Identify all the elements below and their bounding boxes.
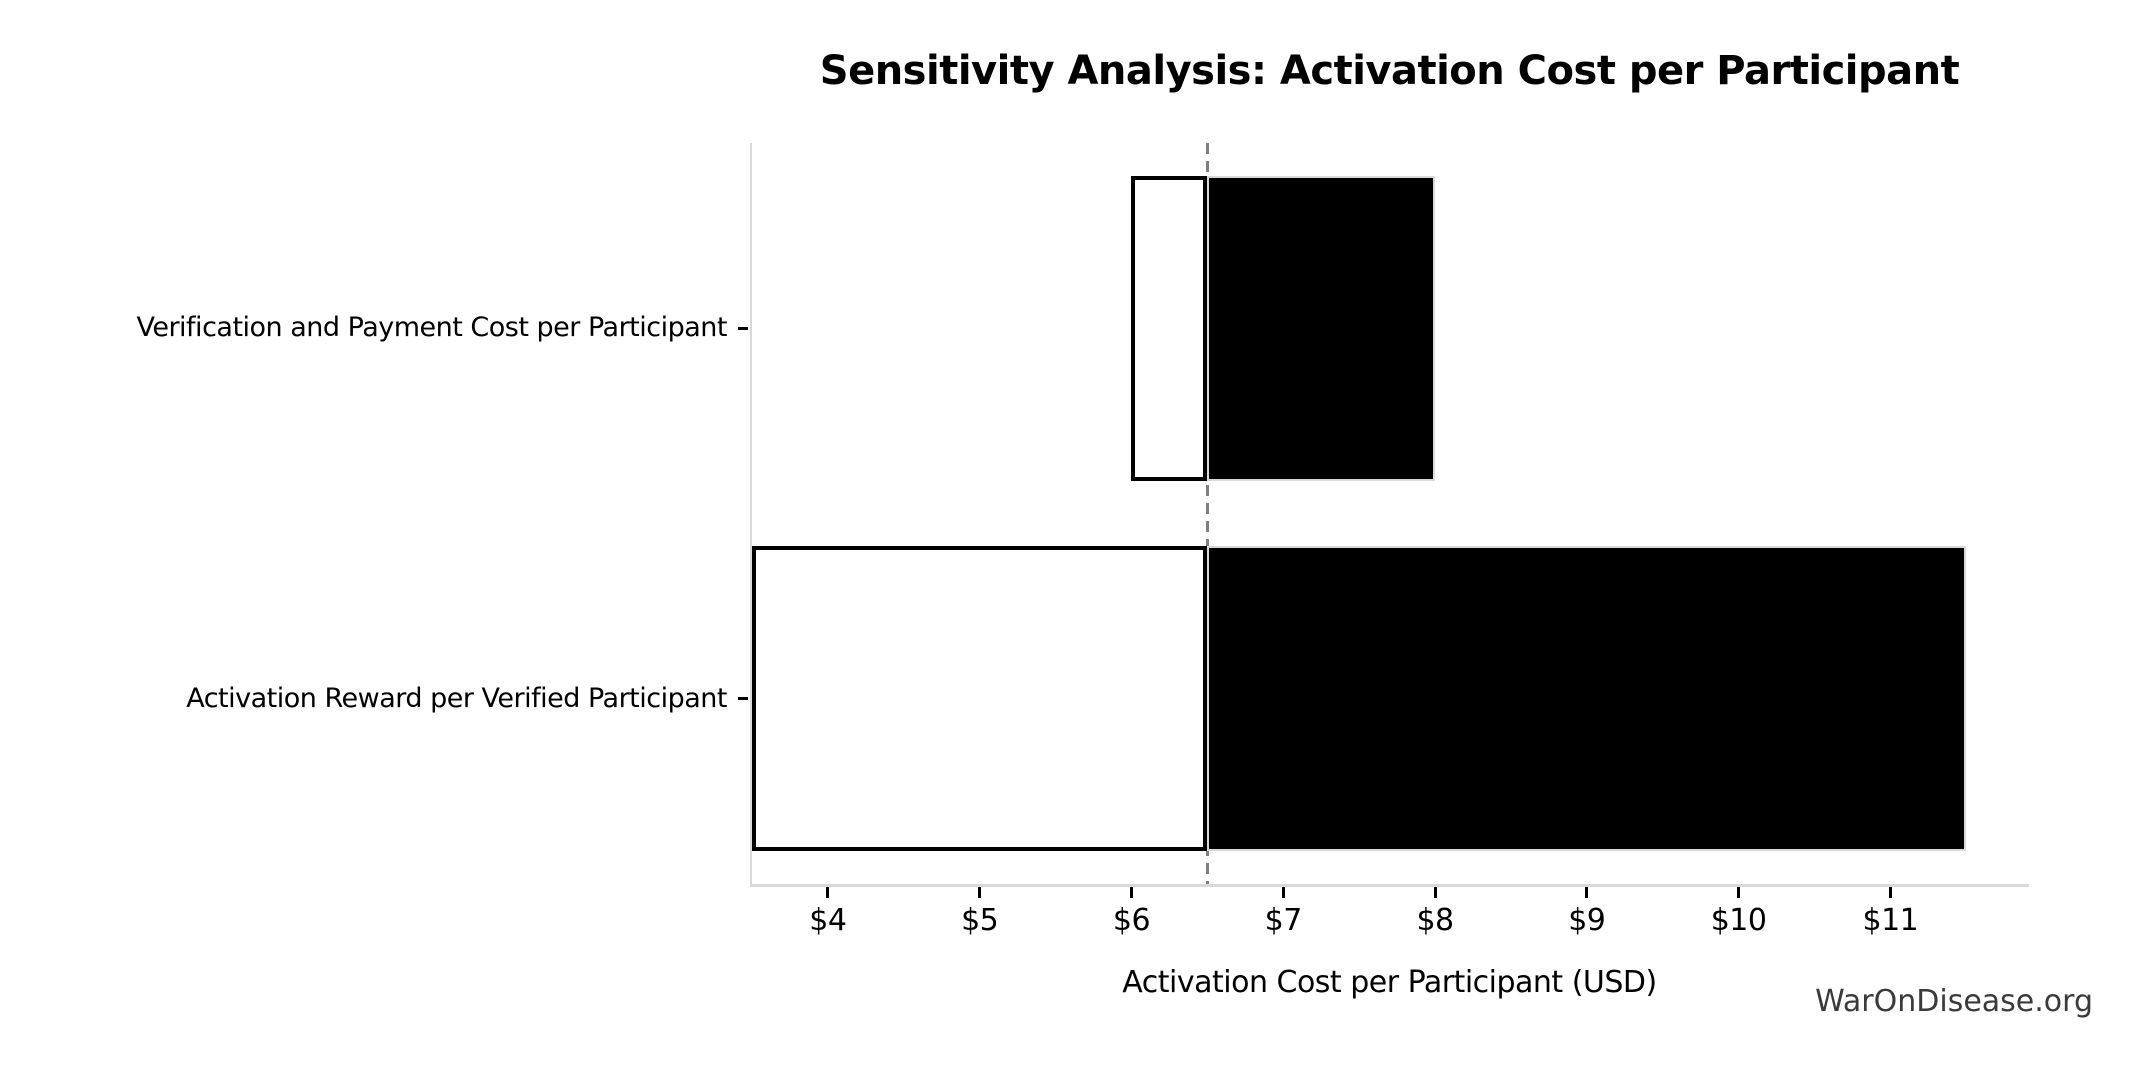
y-axis-spine	[750, 143, 752, 887]
x-tick-label: $7	[1264, 903, 1303, 938]
y-tick-mark	[738, 697, 748, 701]
x-tick-mark	[978, 887, 982, 898]
x-tick-mark	[1888, 887, 1892, 898]
x-tick-label: $8	[1416, 903, 1454, 938]
x-tick-mark	[1281, 887, 1285, 898]
bar-segment-high	[1207, 546, 1967, 852]
x-tick-label: $4	[809, 903, 847, 938]
x-tick-label: $5	[961, 903, 999, 938]
y-axis-category-label: Activation Reward per Verified Participa…	[186, 682, 727, 714]
baseline-dashed-line	[1205, 143, 1209, 884]
bar-segment-low	[1131, 175, 1208, 481]
x-tick-mark	[1585, 887, 1589, 898]
bar-segment-high	[1207, 175, 1436, 481]
x-tick-label: $11	[1862, 903, 1919, 938]
plot-area	[752, 143, 2027, 884]
chart-title: Sensitivity Analysis: Activation Cost pe…	[819, 48, 1960, 94]
x-tick-label: $9	[1568, 903, 1606, 938]
x-axis-spine	[750, 884, 2029, 887]
x-tick-mark	[1129, 887, 1133, 898]
y-tick-mark	[738, 326, 748, 330]
x-tick-mark	[1737, 887, 1741, 898]
x-tick-mark	[826, 887, 830, 898]
bar-segment-low	[752, 546, 1208, 852]
x-tick-label: $10	[1710, 903, 1767, 938]
x-axis-label: Activation Cost per Participant (USD)	[1122, 965, 1657, 1000]
y-axis-category-label: Verification and Payment Cost per Partic…	[136, 312, 727, 344]
x-tick-label: $6	[1112, 903, 1151, 938]
watermark-text: WarOnDisease.org	[1815, 984, 2093, 1019]
x-tick-mark	[1433, 887, 1437, 898]
